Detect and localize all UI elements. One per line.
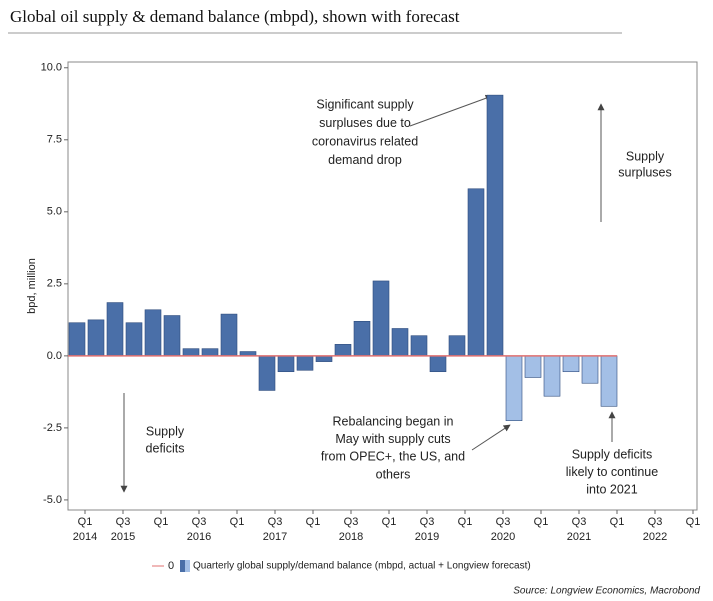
x-tick-year: 2019 [415, 531, 439, 543]
bar [524, 355, 542, 378]
annotation: Supply deficits [572, 447, 653, 461]
annotation: from OPEC+, the US, and [321, 450, 465, 464]
x-tick-label: Q3 [344, 516, 359, 528]
bar [429, 355, 447, 373]
x-tick-label: Q1 [154, 516, 169, 528]
x-tick-label: Q1 [534, 516, 549, 528]
x-tick-year: 2014 [73, 531, 97, 543]
bar [68, 322, 86, 357]
y-tick-label: 10.0 [41, 62, 62, 74]
bar [467, 188, 485, 357]
bar [182, 348, 200, 357]
y-tick-label: 5.0 [47, 206, 62, 218]
x-tick-label: Q1 [610, 516, 625, 528]
x-tick-year: 2015 [111, 531, 135, 543]
arrow [409, 94, 493, 127]
annotation: Supply [626, 149, 665, 163]
y-tick-label: 7.5 [47, 134, 62, 146]
x-tick-year: 2018 [339, 531, 363, 543]
legend-swatch [180, 560, 185, 572]
bar [600, 355, 618, 407]
annotation: coronavirus related [312, 134, 418, 148]
annotation: surpluses [618, 165, 672, 179]
bar [372, 280, 390, 357]
bar [562, 355, 580, 373]
bar [201, 348, 219, 357]
plot-frame [67, 61, 698, 511]
bar [353, 320, 371, 357]
bar [163, 315, 181, 357]
chart-title: Global oil supply & demand balance (mbpd… [10, 7, 460, 26]
legend-label: Quarterly global supply/demand balance (… [193, 561, 531, 572]
bar [410, 335, 428, 357]
annotation: Rebalancing began in [333, 414, 454, 428]
y-tick-label: -5.0 [43, 494, 62, 506]
x-tick-label: Q3 [192, 516, 207, 528]
bar [486, 94, 504, 357]
annotation: deficits [146, 441, 185, 455]
arrow [471, 424, 511, 451]
y-tick-label: -2.5 [43, 422, 62, 434]
bar [315, 355, 333, 362]
bar [543, 355, 561, 397]
annotation: surpluses due to [319, 116, 411, 130]
bar [106, 302, 124, 357]
bar [448, 335, 466, 357]
x-tick-label: Q3 [420, 516, 435, 528]
x-tick-label: Q1 [382, 516, 397, 528]
annotation: Significant supply [316, 97, 414, 111]
x-tick-label: Q1 [78, 516, 93, 528]
bar [87, 319, 105, 357]
bar [144, 309, 162, 357]
x-tick-label: Q3 [496, 516, 511, 528]
x-tick-label: Q3 [268, 516, 283, 528]
x-tick-year: 2022 [643, 531, 667, 543]
bar [125, 322, 143, 357]
legend-swatch [185, 560, 190, 572]
x-tick-label: Q1 [306, 516, 321, 528]
bar [505, 355, 523, 421]
arrows [120, 94, 616, 493]
legend-zero-label: 0 [168, 560, 174, 572]
bar [258, 355, 276, 391]
bar [296, 355, 314, 371]
x-tick-label: Q1 [686, 516, 701, 528]
y-tick-label: 2.5 [47, 278, 62, 290]
annotation: Supply [146, 424, 185, 438]
bar [277, 355, 295, 373]
x-tick-label: Q1 [230, 516, 245, 528]
annotation: into 2021 [586, 482, 637, 496]
source: Source: Longview Economics, Macrobond [513, 586, 700, 597]
annotation: demand drop [328, 153, 402, 167]
annotation: others [376, 467, 411, 481]
x-tick-year: 2020 [491, 531, 515, 543]
bar [391, 328, 409, 357]
x-tick-label: Q3 [648, 516, 663, 528]
x-tick-year: 2021 [567, 531, 591, 543]
annotation: May with supply cuts [335, 432, 450, 446]
bar [220, 313, 238, 357]
x-tick-label: Q3 [572, 516, 587, 528]
bar [581, 355, 599, 384]
x-tick-year: 2016 [187, 531, 211, 543]
x-tick-label: Q3 [116, 516, 131, 528]
y-tick-label: 0.0 [47, 350, 62, 362]
bar [334, 344, 352, 357]
annotation: likely to continue [566, 465, 658, 479]
x-tick-label: Q1 [458, 516, 473, 528]
y-axis-label: bpd, million [26, 258, 38, 314]
x-tick-year: 2017 [263, 531, 287, 543]
